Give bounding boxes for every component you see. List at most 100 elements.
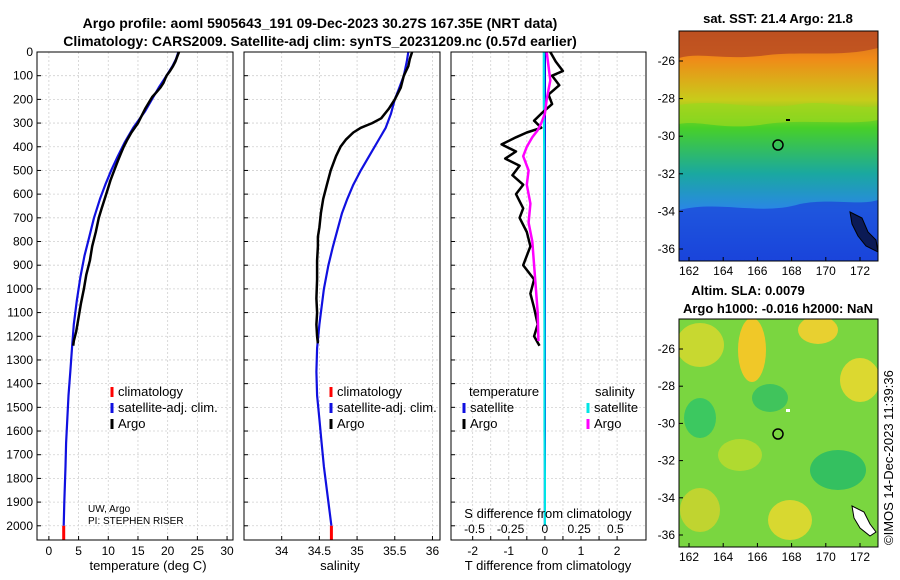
x-tick-label: 2 [614,544,621,558]
x-tick-label: 20 [161,544,175,558]
imos-timestamp: ©IMOS 14-Dec-2023 11:39:36 [881,370,896,545]
y-tick-label: 800 [13,235,33,249]
sla-blob [810,450,866,490]
t-difference-xlabel: T difference from climatology [465,558,632,573]
x-tick-label: 15 [131,544,145,558]
x-top-tick-label: -0.5 [464,522,485,536]
map-y-tick-label: -36 [658,242,676,256]
y-tick-label: 300 [13,116,33,130]
map-y-tick-label: -26 [658,54,676,68]
map-y-tick-label: -28 [658,379,676,393]
plot-frame [36,51,234,541]
sla-blob [752,384,788,412]
y-tick-label: 700 [13,211,33,225]
map-x-tick-label: 172 [850,550,870,564]
sla-blob [798,319,838,344]
x-tick-label: -2 [467,544,478,558]
map-y-tick-label: -30 [658,129,676,143]
y-tick-label: 1300 [6,353,33,367]
y-tick-label: 100 [13,69,33,83]
annotation-line1: UW, Argo [88,504,131,515]
sst-map [679,31,878,261]
sla-map [679,319,878,547]
difference-panel: -2 -1 0 1 2 -0.5 -0.25 0 0.25 0.5 [450,51,647,558]
map-y-tick-label: -34 [658,491,676,505]
sla-blob [840,358,878,402]
y-tick-label: 1600 [6,424,33,438]
x-tick-label: 25 [191,544,205,558]
sla-blob [768,500,812,540]
sla-blob [679,323,724,367]
sla-blob [684,398,716,438]
map-x-tick-label: 170 [816,550,836,564]
sla-map-frame [678,318,879,548]
plot-frame [243,51,441,541]
legend-climatology-label: climatology [337,384,403,399]
x-tick-label: 5 [75,544,82,558]
y-tick-label: 1000 [6,282,33,296]
y-tick-label: 1700 [6,448,33,462]
map-x-tick-label: 164 [713,550,733,564]
y-tick-label: 600 [13,187,33,201]
legend-argo-label: Argo [337,416,364,431]
legend-climatology-label: climatology [118,384,184,399]
legend-t-argo-label: Argo [470,416,497,431]
x-tick-label: 36 [426,544,440,558]
legend-temperature-title: temperature [469,384,539,399]
x-tick-label: 30 [220,544,234,558]
map-x-tick-label: 162 [679,264,699,278]
sla-island [786,409,790,412]
y-tick-label: 1200 [6,329,33,343]
legend-argo-label: Argo [118,416,145,431]
y-tick-label: 1800 [6,471,33,485]
series-argo [315,51,414,344]
y-tick-label: 1100 [7,306,33,320]
sla-map-subtitle: Argo h1000: -0.016 h2000: NaN [683,301,873,316]
temperature-xlabel: temperature (deg C) [89,558,206,573]
sst-argo-location-marker [772,139,784,151]
salinity-xlabel: salinity [320,558,360,573]
x-tick-label: 0 [46,544,53,558]
sla-blob [718,439,762,471]
sst-cold-region [679,200,878,261]
x-tick-label: -1 [503,544,514,558]
legend-salinity-title: salinity [595,384,635,399]
plot-frame [450,51,647,541]
map-y-tick-label: -28 [658,92,676,106]
legend-satellite-label: satellite-adj. clim. [118,400,218,415]
series-argo [71,51,181,346]
temperature-legend: climatology satellite-adj. clim. Argo [110,384,218,431]
map-x-tick-label: 168 [782,264,802,278]
sla-blob [680,488,720,532]
s-difference-xlabel: S difference from climatology [464,506,632,521]
map-x-tick-label: 170 [816,264,836,278]
y-tick-label: 2000 [6,519,33,533]
y-tick-label: 0 [26,45,33,59]
y-tick-label: 1500 [6,400,33,414]
sst-map-frame [678,30,879,262]
sst-transition-band [679,102,878,127]
salinity-legend: climatology satellite-adj. clim. Argo [329,384,437,431]
map-x-tick-label: 172 [850,264,870,278]
sst-coastline [849,211,878,253]
y-tick-label: 900 [13,258,33,272]
x-tick-label: 1 [578,544,585,558]
legend-s-argo-label: Argo [594,416,621,431]
x-top-tick-label: 0.25 [568,522,592,536]
map-y-tick-label: -32 [658,454,676,468]
map-y-tick-label: -34 [658,204,676,218]
difference-legend: temperature salinity satellite Argo sate… [462,384,638,431]
y-tick-label: 400 [13,140,33,154]
temperature-panel: 0 5 10 15 20 25 300100200300400500600700800900… [6,45,234,558]
x-tick-label: 35.5 [383,544,407,558]
legend-satellite-label: satellite-adj. clim. [337,400,437,415]
x-top-tick-label: -0.25 [497,522,525,536]
series-salinity-argo [521,51,552,342]
sst-island [786,119,790,121]
map-y-tick-label: -36 [658,528,676,542]
sst-warm-region [679,31,878,58]
salinity-panel: 34 34.5 35 35.5 36 [243,51,441,558]
